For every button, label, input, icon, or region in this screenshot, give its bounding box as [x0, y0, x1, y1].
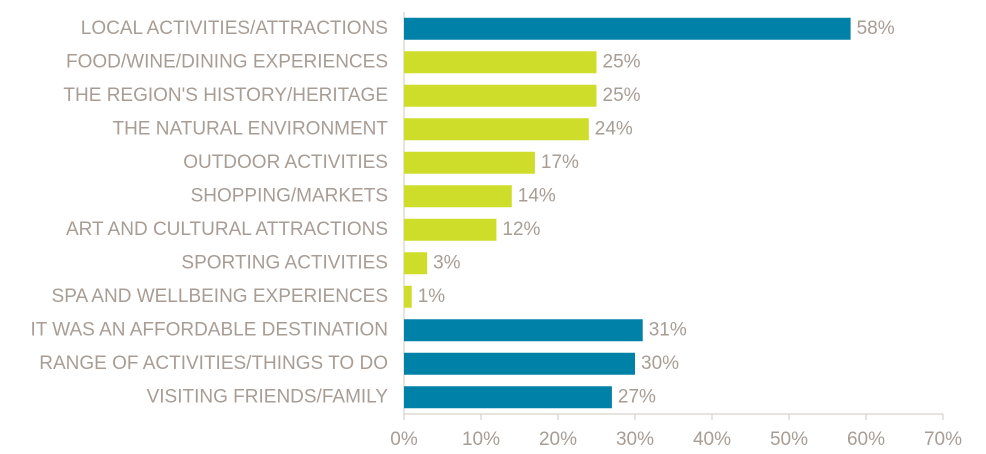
- value-label: 24%: [595, 118, 633, 139]
- y-tick-label: SHOPPING/MARKETS: [191, 185, 388, 206]
- value-label: 25%: [603, 51, 641, 72]
- y-tick-label: IT WAS AN AFFORDABLE DESTINATION: [30, 319, 388, 340]
- y-tick-label: RANGE OF ACTIVITIES/THINGS TO DO: [39, 353, 388, 374]
- bar: [404, 386, 612, 409]
- bar: [404, 218, 497, 241]
- y-tick-label: OUTDOOR ACTIVITIES: [183, 152, 388, 173]
- value-label: 1%: [418, 286, 446, 307]
- x-tick-label: 30%: [616, 429, 654, 449]
- bar: [404, 17, 851, 40]
- y-tick-label: ART AND CULTURAL ATTRACTIONS: [66, 219, 388, 240]
- bar: [404, 319, 643, 342]
- y-tick-label: VISITING FRIENDS/FAMILY: [147, 386, 389, 407]
- x-tick-label: 60%: [847, 429, 885, 449]
- value-label: 17%: [541, 152, 579, 173]
- value-label: 3%: [433, 252, 461, 273]
- value-label: 30%: [641, 353, 679, 374]
- value-label: 27%: [618, 386, 656, 407]
- bar: [404, 285, 412, 308]
- y-tick-label: THE NATURAL ENVIRONMENT: [112, 118, 388, 139]
- value-label: 14%: [518, 185, 556, 206]
- x-tick-label: 40%: [693, 429, 731, 449]
- y-tick-label: FOOD/WINE/DINING EXPERIENCES: [66, 51, 388, 72]
- bar: [404, 252, 428, 275]
- x-tick-label: 70%: [924, 429, 962, 449]
- y-tick-label: THE REGION'S HISTORY/HERITAGE: [63, 85, 388, 106]
- value-label: 58%: [857, 18, 895, 39]
- x-tick-label: 0%: [390, 429, 418, 449]
- value-label: 12%: [502, 219, 540, 240]
- x-tick-label: 10%: [462, 429, 500, 449]
- bar: [404, 51, 597, 74]
- bar: [404, 185, 512, 208]
- y-tick-label: SPORTING ACTIVITIES: [181, 252, 388, 273]
- y-tick-label: LOCAL ACTIVITIES/ATTRACTIONS: [81, 18, 388, 39]
- bar: [404, 352, 635, 375]
- x-tick-label: 50%: [770, 429, 808, 449]
- bar: [404, 84, 597, 107]
- bar: [404, 151, 535, 174]
- bar: [404, 118, 589, 141]
- value-label: 31%: [649, 319, 687, 340]
- value-label: 25%: [603, 85, 641, 106]
- y-tick-label: SPA AND WELLBEING EXPERIENCES: [52, 286, 388, 307]
- x-tick-label: 20%: [539, 429, 577, 449]
